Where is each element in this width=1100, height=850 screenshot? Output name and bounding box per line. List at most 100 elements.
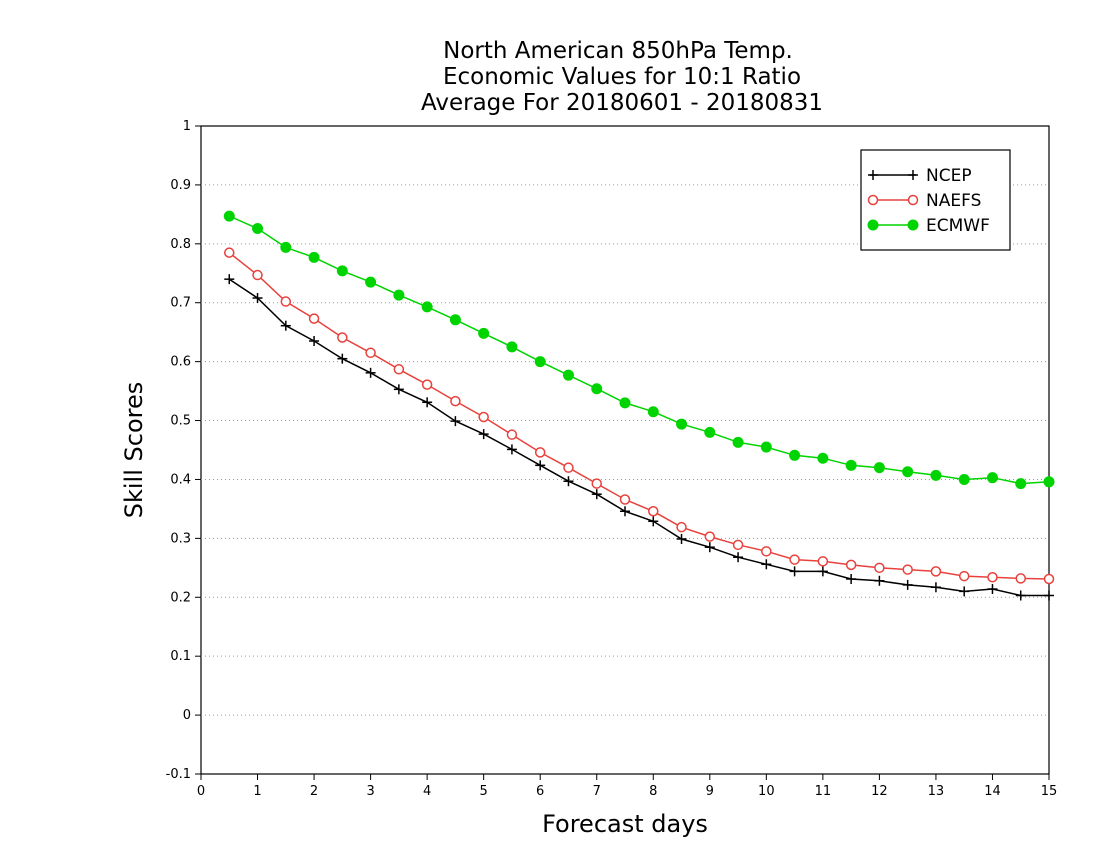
- y-tick-label: 0.4: [170, 472, 191, 487]
- data-point-ecmwf: [1043, 476, 1055, 488]
- y-tick-label: 0.5: [170, 414, 191, 429]
- data-point-naefs: [393, 364, 405, 375]
- data-point-ncep: [959, 586, 970, 597]
- data-point-ncep: [280, 320, 291, 331]
- data-point-ncep: [733, 552, 744, 563]
- x-tick-label: 1: [253, 784, 261, 799]
- data-point-ncep: [535, 460, 546, 471]
- data-point-ecmwf: [336, 265, 348, 277]
- data-point-ecmwf: [817, 452, 829, 464]
- data-point-ncep: [309, 336, 320, 347]
- data-point-ecmwf: [280, 241, 292, 253]
- data-point-naefs: [902, 564, 913, 575]
- data-point-ecmwf: [478, 327, 490, 339]
- data-point-naefs: [761, 546, 772, 557]
- y-tick-label: 0.1: [170, 649, 191, 664]
- x-tick-label: 0: [197, 784, 205, 799]
- x-tick-label: 8: [649, 784, 657, 799]
- legend-marker-end: [907, 219, 919, 231]
- data-point-ncep: [506, 444, 517, 455]
- data-point-ecmwf: [223, 210, 235, 222]
- legend-marker-start: [867, 219, 879, 231]
- data-point-ecmwf: [873, 462, 885, 474]
- y-tick-label: 0: [183, 708, 191, 723]
- data-point-naefs: [308, 313, 320, 324]
- data-point-ncep: [874, 575, 885, 586]
- y-axis-ticks: -0.1 0 0.1 0.2 0.3 0.4 0.5 0.6 0.7 0.8 0.9 1: [166, 119, 201, 782]
- data-point-ecmwf: [902, 466, 914, 478]
- data-point-naefs: [789, 554, 800, 565]
- chart-title-line-3: Average For 20180601 - 20180831: [421, 90, 823, 116]
- x-tick-label: 2: [310, 784, 318, 799]
- x-tick-label: 5: [480, 784, 488, 799]
- data-point-ncep: [620, 506, 630, 517]
- legend-item-naefs: NAEFS: [867, 191, 981, 211]
- data-point-ncep: [450, 416, 461, 427]
- data-point-ecmwf: [591, 383, 603, 395]
- y-tick-label: 0.7: [170, 296, 191, 311]
- data-point-ncep: [704, 542, 715, 553]
- data-point-naefs: [817, 556, 829, 567]
- y-tick-label: 1: [183, 119, 191, 134]
- data-point-ecmwf: [449, 314, 461, 326]
- data-point-ncep: [224, 274, 235, 285]
- x-tick-label: 14: [984, 784, 1001, 799]
- chart-title: North American 850hPa Temp. Economic Val…: [421, 38, 823, 116]
- series-ncep: [224, 274, 1054, 601]
- data-point-ecmwf: [619, 397, 631, 409]
- data-point-ncep: [1015, 590, 1026, 601]
- data-point-ecmwf: [760, 441, 772, 453]
- data-point-ncep: [902, 579, 913, 590]
- data-point-ecmwf: [676, 418, 688, 430]
- series-line-ncep: [228, 278, 1049, 597]
- legend-marker-start: [867, 194, 879, 206]
- plot-frame: [200, 125, 1050, 775]
- legend-marker-start: [868, 170, 878, 180]
- y-tick-label: 0.6: [170, 355, 191, 370]
- data-point-naefs: [676, 521, 687, 533]
- series-naefs: [224, 247, 1055, 585]
- data-point-ncep: [676, 533, 687, 544]
- legend-marker-end: [907, 194, 919, 206]
- legend-label-naefs: NAEFS: [926, 191, 981, 211]
- data-point-ncep: [987, 584, 998, 595]
- data-point-ncep: [365, 367, 376, 378]
- data-point-ecmwf: [393, 289, 405, 301]
- legend: NCEP NAEFS ECMWF: [860, 149, 1011, 251]
- legend-label-ecmwf: ECMWF: [926, 216, 990, 236]
- data-point-naefs: [958, 570, 970, 582]
- data-point-naefs: [421, 379, 433, 390]
- legend-item-ecmwf: ECMWF: [867, 216, 990, 236]
- data-point-ecmwf: [845, 459, 857, 471]
- data-point-ncep: [817, 566, 828, 577]
- y-axis-label: Skill Scores: [120, 382, 148, 519]
- chart-title-line-2: Economic Values for 10:1 Ratio: [443, 64, 801, 90]
- data-point-ecmwf: [1015, 478, 1027, 490]
- data-point-naefs: [930, 566, 942, 577]
- y-tick-label: 0.8: [170, 237, 191, 252]
- data-point-ecmwf: [308, 251, 320, 263]
- data-point-ecmwf: [986, 472, 998, 484]
- data-point-ncep: [1044, 590, 1054, 601]
- y-tick-label: 0.2: [170, 590, 191, 605]
- data-point-ecmwf: [562, 369, 574, 381]
- y-tick-label: 0.3: [170, 531, 191, 546]
- data-point-ecmwf: [958, 473, 970, 485]
- legend-label-ncep: NCEP: [926, 166, 972, 186]
- data-point-naefs: [845, 559, 857, 571]
- data-point-ncep: [337, 353, 348, 364]
- x-tick-label: 10: [758, 784, 775, 799]
- data-point-naefs: [648, 506, 659, 517]
- data-point-ecmwf: [704, 426, 716, 438]
- chart-title-line-1: North American 850hPa Temp.: [443, 38, 793, 64]
- data-point-naefs: [280, 296, 292, 307]
- data-point-ecmwf: [789, 449, 801, 461]
- x-tick-label: 7: [593, 784, 601, 799]
- data-point-ncep: [591, 489, 602, 500]
- series-line-naefs: [228, 252, 1050, 580]
- data-point-naefs: [365, 347, 376, 359]
- x-tick-label: 13: [928, 784, 945, 799]
- data-point-naefs: [704, 531, 716, 542]
- data-point-naefs: [450, 395, 461, 407]
- data-point-naefs: [874, 562, 885, 574]
